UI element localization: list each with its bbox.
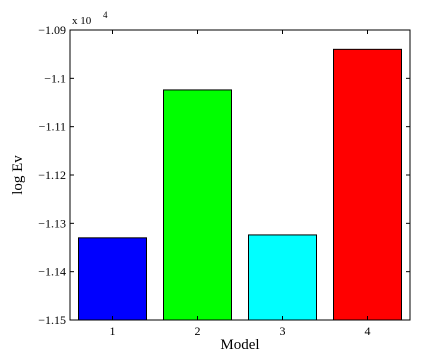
y-tick-label: −1.14 bbox=[38, 265, 66, 279]
bar-model-1 bbox=[78, 237, 147, 321]
x-ticks-group: 1 2 3 4 bbox=[110, 30, 371, 338]
y-tick-label: −1.1 bbox=[44, 71, 66, 85]
x-tick-label: 1 bbox=[110, 324, 116, 338]
x-tick-label: 3 bbox=[280, 324, 286, 338]
y-exponent-power: 4 bbox=[103, 10, 108, 20]
bars-group bbox=[78, 48, 402, 321]
bar-model-2 bbox=[163, 89, 232, 321]
y-tick-label: −1.11 bbox=[39, 120, 66, 134]
y-tick-label: −1.15 bbox=[38, 313, 66, 327]
y-tick-label: −1.09 bbox=[38, 23, 66, 37]
y-tick-label: −1.12 bbox=[38, 168, 66, 182]
y-axis-label: log Ev bbox=[10, 155, 26, 195]
x-tick-label: 4 bbox=[365, 324, 371, 338]
bar-model-3 bbox=[248, 234, 317, 321]
x-tick-label: 2 bbox=[195, 324, 201, 338]
x-axis-label: Model bbox=[220, 337, 259, 353]
bar-model-4 bbox=[333, 48, 402, 321]
y-tick-label: −1.13 bbox=[38, 216, 66, 230]
y-exponent-label: x 10 bbox=[72, 15, 92, 27]
y-ticks-group: −1.15 −1.14 −1.13 −1.12 −1.11 −1.1 −1.09 bbox=[38, 23, 410, 327]
